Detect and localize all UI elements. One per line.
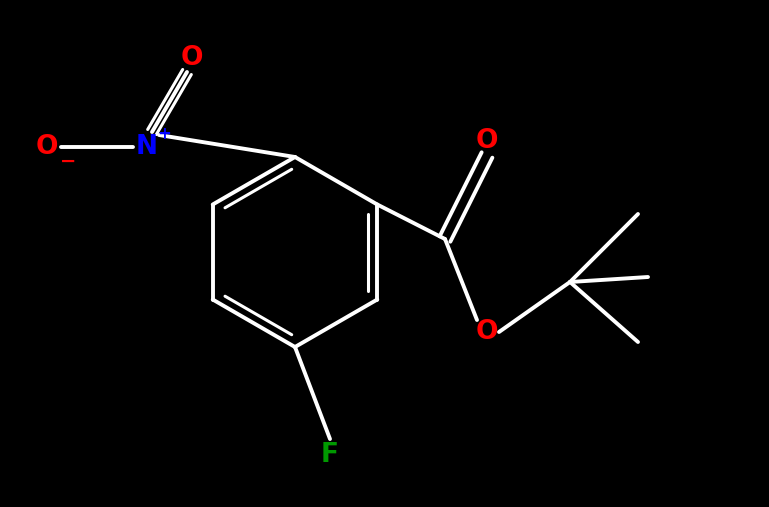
Text: F: F [321, 442, 339, 468]
Text: O: O [35, 134, 58, 160]
Text: O: O [476, 319, 498, 345]
Text: +: + [157, 125, 171, 143]
Text: O: O [476, 128, 498, 154]
Text: O: O [181, 45, 203, 71]
Text: N: N [136, 134, 158, 160]
Text: −: − [60, 152, 76, 170]
